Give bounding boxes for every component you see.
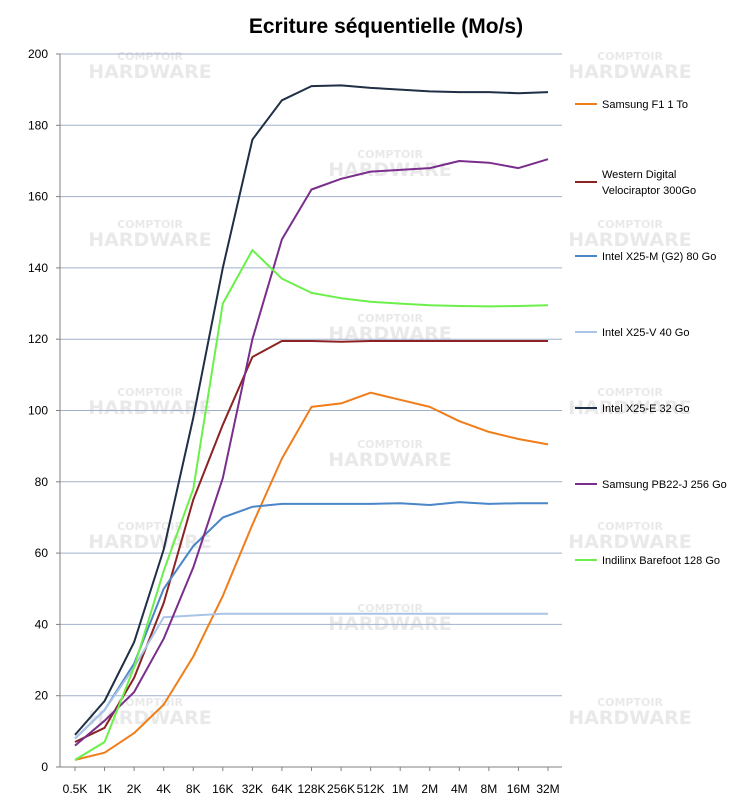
x-tick-label: 16M bbox=[507, 782, 530, 796]
watermark-text: COMPTOIR bbox=[357, 312, 423, 325]
watermark-text: COMPTOIR bbox=[597, 386, 663, 399]
watermark-text: COMPTOIR bbox=[117, 386, 183, 399]
watermark-text: COMPTOIR bbox=[117, 218, 183, 231]
series-line bbox=[74, 391, 549, 761]
grid bbox=[60, 53, 562, 697]
watermark-text: COMPTOIR bbox=[117, 520, 183, 533]
x-tick-label: 32K bbox=[242, 782, 263, 796]
x-tick-label: 16K bbox=[212, 782, 233, 796]
watermark-text: COMPTOIR bbox=[597, 696, 663, 709]
y-tick-label: 20 bbox=[35, 689, 49, 703]
x-tick-label: 8K bbox=[186, 782, 201, 796]
x-tick-label: 128K bbox=[297, 782, 325, 796]
legend-label: Samsung F1 1 To bbox=[602, 99, 688, 111]
x-tick-label: 2K bbox=[127, 782, 142, 796]
y-tick-label: 180 bbox=[28, 118, 48, 132]
x-tick-label: 4K bbox=[156, 782, 171, 796]
x-tick-label: 1M bbox=[392, 782, 409, 796]
x-tick-label: 0.5K bbox=[63, 782, 88, 796]
legend-label: Intel X25-V 40 Go bbox=[602, 327, 689, 339]
x-tick-label: 1K bbox=[97, 782, 112, 796]
watermark-text: COMPTOIR bbox=[597, 218, 663, 231]
series-line bbox=[74, 158, 549, 747]
watermark-text: COMPTOIR bbox=[357, 602, 423, 615]
y-tick-label: 80 bbox=[35, 475, 49, 489]
y-tick-label: 40 bbox=[35, 617, 49, 631]
series-line bbox=[74, 340, 548, 743]
y-tick-label: 60 bbox=[35, 546, 49, 560]
watermark-text: HARDWARE bbox=[88, 229, 211, 251]
x-tick-label: 2M bbox=[421, 782, 438, 796]
watermark-text: COMPTOIR bbox=[357, 438, 423, 451]
series-line bbox=[74, 84, 549, 736]
y-tick-label: 160 bbox=[28, 190, 48, 204]
y-tick-label: 140 bbox=[28, 261, 48, 275]
watermark-text: HARDWARE bbox=[88, 397, 211, 419]
watermark-text: HARDWARE bbox=[568, 531, 691, 553]
legend-label: Samsung PB22-J 256 Go bbox=[602, 479, 727, 491]
watermark-text: COMPTOIR bbox=[597, 50, 663, 63]
legend-label: Western Digital Velociraptor 300Go bbox=[602, 169, 696, 197]
y-tick-label: 200 bbox=[28, 47, 48, 61]
watermark-text: COMPTOIR bbox=[357, 148, 423, 161]
x-tick-label: 256K bbox=[327, 782, 355, 796]
series-line bbox=[74, 612, 548, 740]
legend: Samsung F1 1 To Western Digital Velocirapt… bbox=[575, 99, 727, 567]
series-layer bbox=[74, 84, 549, 761]
x-tick-label: 4M bbox=[451, 782, 468, 796]
legend-label: Indilinx Barefoot 128 Go bbox=[602, 555, 720, 567]
watermark-text: COMPTOIR bbox=[117, 50, 183, 63]
y-tick-label: 0 bbox=[41, 760, 48, 774]
watermark-text: HARDWARE bbox=[328, 449, 451, 471]
chart-title: Ecriture séquentielle (Mo/s) bbox=[249, 15, 523, 38]
x-tick-label: 8M bbox=[481, 782, 498, 796]
watermark-text: COMPTOIR bbox=[597, 520, 663, 533]
watermark-text: HARDWARE bbox=[88, 531, 211, 553]
series-line bbox=[74, 501, 548, 740]
legend-label: Intel X25-M (G2) 80 Go bbox=[602, 251, 716, 263]
watermark-text: HARDWARE bbox=[568, 707, 691, 729]
watermark-text: HARDWARE bbox=[568, 229, 691, 251]
x-tick-label: 32M bbox=[536, 782, 559, 796]
x-tick-label: 64K bbox=[271, 782, 292, 796]
watermark-text: HARDWARE bbox=[88, 61, 211, 83]
watermark-text: HARDWARE bbox=[568, 61, 691, 83]
watermark-layer: COMPTOIRHARDWARECOMPTOIRHARDWARECOMPTOIR… bbox=[88, 50, 691, 729]
watermark-text: HARDWARE bbox=[568, 397, 691, 419]
y-tick-label: 100 bbox=[28, 404, 48, 418]
legend-label: Intel X25-E 32 Go bbox=[602, 403, 689, 415]
axes: 0 20 40 60 80 100 120 140 160 180 200 0.5K 1K 2K 4K 8K 1… bbox=[28, 47, 562, 796]
y-tick-label: 120 bbox=[28, 332, 48, 346]
series-line bbox=[74, 249, 549, 761]
x-tick-label: 512K bbox=[357, 782, 385, 796]
